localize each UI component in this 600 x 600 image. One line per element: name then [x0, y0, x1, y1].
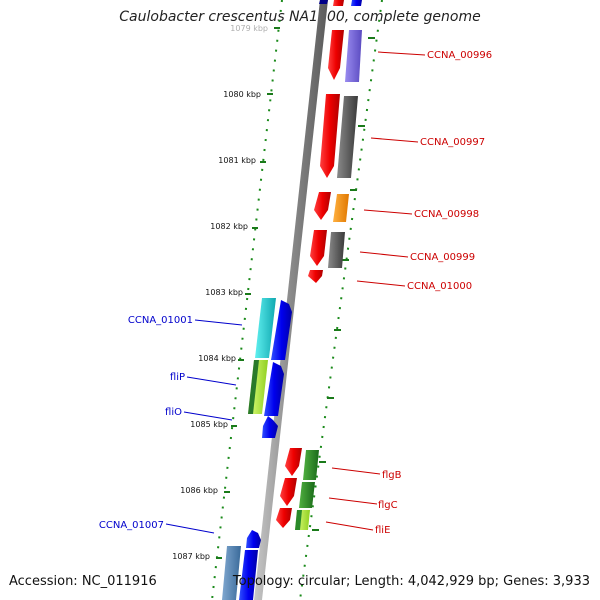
outer-guide-line	[299, 0, 383, 600]
gene-label[interactable]: CCNA_01001	[128, 315, 193, 326]
gene-block[interactable]	[299, 482, 315, 508]
gene-block[interactable]	[337, 96, 358, 178]
forward-leader-lines	[325, 51, 426, 531]
gene-block[interactable]	[303, 450, 319, 480]
gene-block[interactable]	[328, 30, 344, 80]
reverse-leader-lines	[165, 319, 243, 534]
gene-label[interactable]: fliO	[165, 407, 182, 418]
gene-block[interactable]	[246, 530, 261, 548]
coordinate-ticks	[216, 27, 280, 559]
kbp-tick-label: 1085 kbp	[190, 420, 228, 429]
gene-label[interactable]: CCNA_00999	[410, 252, 475, 263]
kbp-tick-label: 1079 kbp	[230, 24, 268, 33]
gene-label[interactable]: CCNA_01007	[99, 520, 164, 531]
gene-label[interactable]: flgB	[382, 470, 402, 481]
gene-block[interactable]	[222, 546, 241, 600]
gene-label[interactable]: fliP	[170, 372, 185, 383]
kbp-tick-label: 1086 kbp	[180, 486, 218, 495]
forward-strand-genes	[276, 0, 362, 530]
gene-block[interactable]	[333, 194, 349, 222]
kbp-tick-label: 1081 kbp	[218, 156, 256, 165]
gene-block[interactable]	[264, 362, 284, 416]
gene-block[interactable]	[280, 478, 297, 506]
kbp-tick-label: 1080 kbp	[223, 90, 261, 99]
gene-block[interactable]	[314, 192, 331, 220]
gene-block[interactable]	[285, 448, 302, 476]
gene-label[interactable]: CCNA_01000	[407, 281, 472, 292]
gene-block[interactable]	[308, 270, 323, 283]
topology-text: Topology: circular; Length: 4,042,929 bp…	[232, 574, 590, 589]
accession-text: Accession: NC_011916	[9, 574, 157, 589]
outer-ticks	[312, 37, 375, 531]
gene-label[interactable]: flgC	[378, 500, 398, 511]
gene-block[interactable]	[239, 550, 258, 600]
gene-label[interactable]: CCNA_00996	[427, 50, 492, 61]
kbp-tick-label: 1084 kbp	[198, 354, 236, 363]
gene-block[interactable]	[320, 94, 340, 178]
gene-block[interactable]	[328, 232, 345, 268]
gene-label[interactable]: CCNA_00998	[414, 209, 479, 220]
genome-backbone	[254, 0, 328, 600]
gene-block[interactable]	[255, 298, 276, 358]
gene-block[interactable]	[276, 508, 292, 528]
map-title: Caulobacter crescentus NA1000, complete …	[119, 9, 481, 25]
kbp-tick-label: 1082 kbp	[210, 222, 248, 231]
gene-block[interactable]	[271, 300, 292, 360]
kbp-tick-label: 1083 kbp	[205, 288, 243, 297]
gene-label[interactable]: fliE	[375, 525, 390, 536]
gene-label[interactable]: CCNA_00997	[420, 137, 485, 148]
gene-block[interactable]	[345, 30, 362, 82]
gene-block[interactable]	[310, 230, 327, 266]
kbp-tick-label: 1087 kbp	[172, 552, 210, 561]
reverse-strand-genes	[222, 0, 328, 600]
inner-guide-line	[211, 0, 283, 600]
gene-block[interactable]	[262, 416, 278, 438]
